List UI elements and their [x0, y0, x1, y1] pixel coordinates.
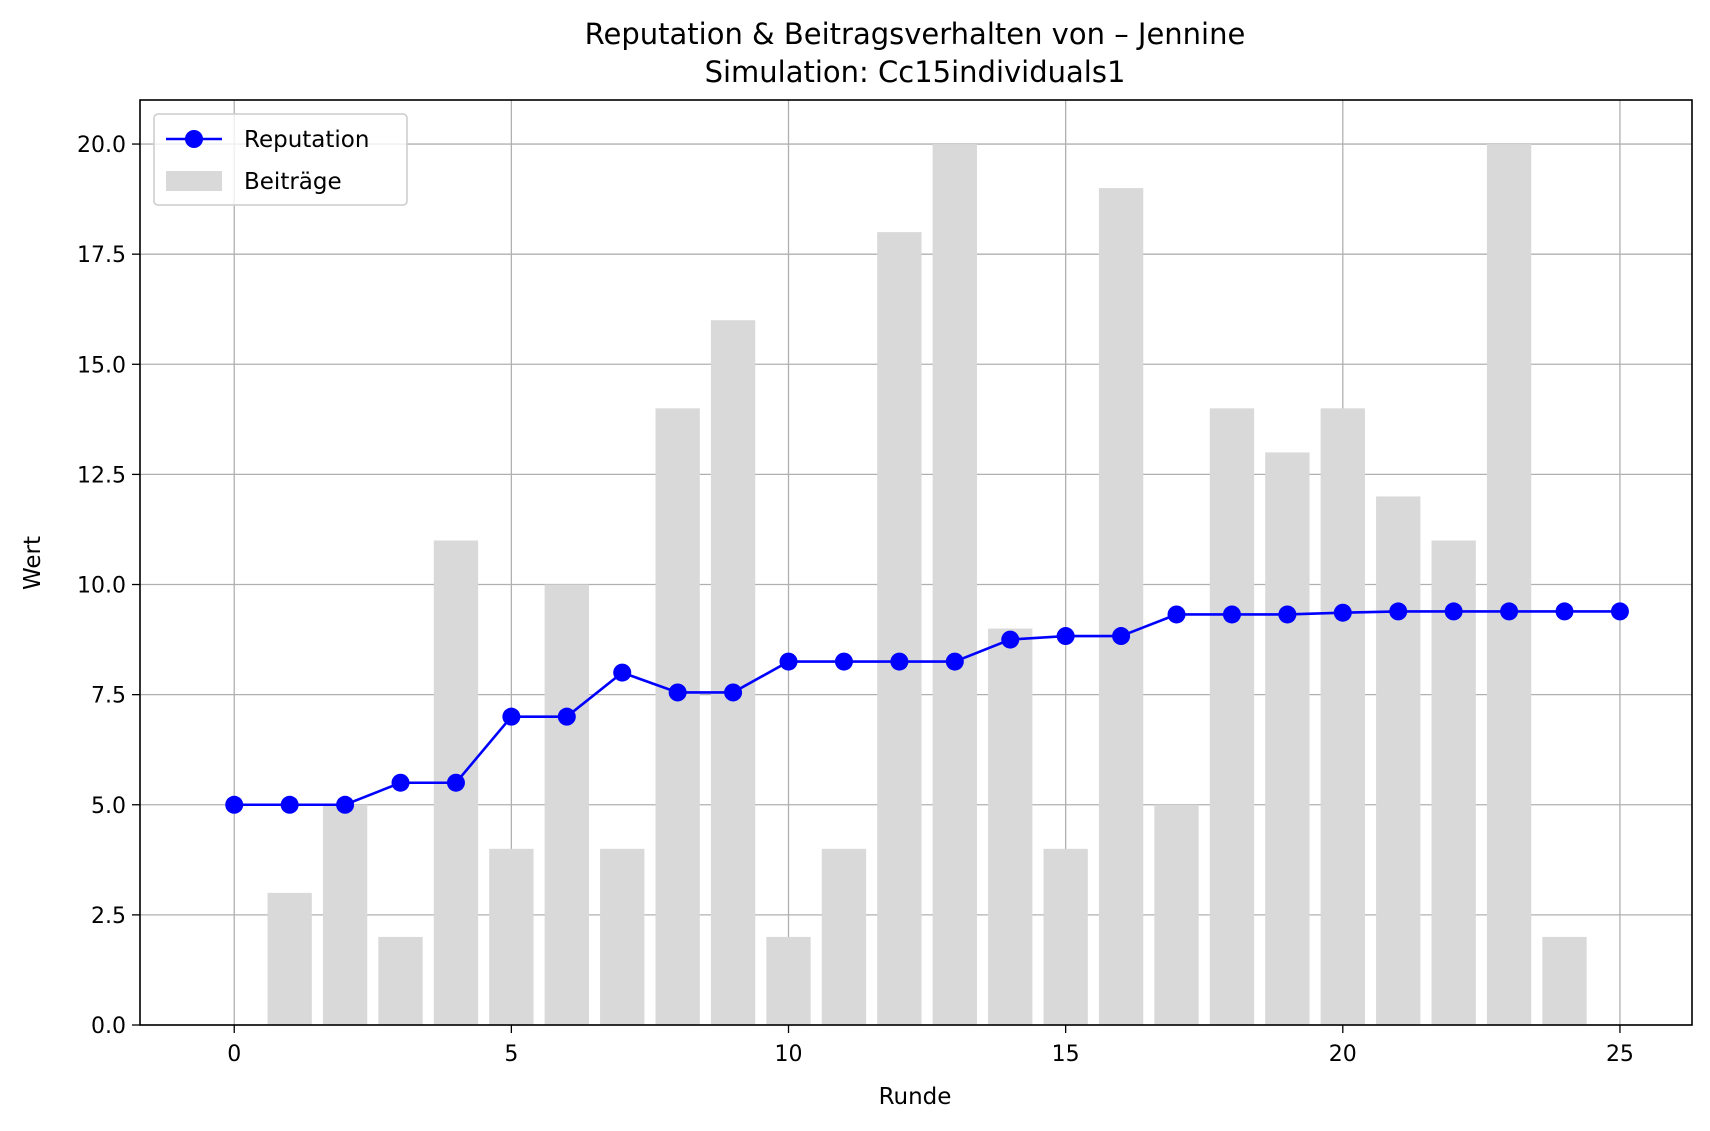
reputation-point [1555, 602, 1574, 621]
contribution-bar [1542, 936, 1587, 1025]
reputation-point [391, 773, 410, 792]
chart-title: Reputation & Beitragsverhalten von – Jen… [585, 17, 1246, 51]
reputation-point [1333, 603, 1352, 622]
legend-contributions-swatch [166, 171, 222, 191]
contribution-bar [1320, 408, 1365, 1025]
y-axis-label: Wert [20, 536, 46, 590]
contribution-bar [655, 408, 700, 1025]
y-tick-label: 17.5 [77, 243, 126, 268]
reputation-point [1610, 602, 1629, 621]
reputation-point [1278, 605, 1297, 624]
y-tick-label: 0.0 [91, 1014, 126, 1039]
reputation-point [1056, 627, 1075, 646]
reputation-point [779, 652, 798, 671]
legend-label-contributions: Beiträge [244, 169, 342, 195]
y-tick-label: 15.0 [77, 353, 126, 378]
contribution-bar [378, 936, 423, 1025]
reputation-point [280, 795, 299, 814]
reputation-point [336, 795, 355, 814]
contribution-bar [988, 628, 1033, 1025]
reputation-point [1444, 602, 1463, 621]
reputation-point [1001, 630, 1020, 649]
reputation-point [724, 683, 743, 702]
reputation-point [1222, 605, 1241, 624]
reputation-point [1389, 602, 1408, 621]
reputation-point [668, 683, 687, 702]
reputation-line-layer [225, 602, 1629, 814]
axis-ticks: 0 5 10 15 20 25 0.0 2.5 5.0 7.5 10.0 12.5 15.0 17.5 20… [77, 133, 1634, 1067]
x-tick-label: 15 [1052, 1042, 1080, 1067]
reputation-point [890, 652, 909, 671]
reputation-point [1500, 602, 1519, 621]
y-tick-label: 20.0 [77, 133, 126, 158]
x-tick-label: 25 [1606, 1042, 1634, 1067]
y-tick-label: 10.0 [77, 574, 126, 599]
reputation-point [1167, 605, 1186, 624]
chart-subtitle: Simulation: Cc15individuals1 [705, 55, 1126, 89]
contribution-bar [821, 848, 867, 1025]
reputation-point [557, 707, 576, 726]
contribution-bar [267, 892, 312, 1025]
legend: Reputation Beiträge [153, 113, 408, 206]
legend-label-reputation: Reputation [244, 127, 369, 153]
plot-frame [139, 99, 1693, 1026]
x-axis-label: Runde [879, 1084, 952, 1110]
contribution-bar [544, 584, 589, 1025]
y-tick-label: 12.5 [77, 463, 126, 488]
reputation-point [834, 652, 853, 671]
contribution-bar [1265, 452, 1310, 1025]
contribution-bar [1043, 848, 1088, 1025]
reputation-point [945, 652, 964, 671]
reputation-point [446, 773, 465, 792]
reputation-point [1112, 627, 1131, 646]
y-tick-label: 7.5 [91, 684, 126, 709]
contribution-bar [1486, 144, 1532, 1026]
x-tick-label: 0 [227, 1042, 241, 1067]
reputation-point [502, 707, 521, 726]
contribution-bar [1154, 804, 1199, 1025]
contribution-bar [1098, 188, 1144, 1026]
contribution-bar [1431, 540, 1476, 1025]
contribution-bar [322, 804, 368, 1025]
y-tick-label: 5.0 [91, 794, 126, 819]
x-tick-label: 5 [504, 1042, 518, 1067]
y-tick-label: 2.5 [91, 904, 126, 929]
contribution-bar [489, 848, 534, 1025]
reputation-point [225, 795, 244, 814]
contribution-bar [932, 144, 977, 1026]
reputation-point [613, 663, 632, 682]
legend-reputation-marker [185, 130, 203, 148]
contribution-bar [710, 320, 756, 1025]
x-tick-label: 20 [1329, 1042, 1357, 1067]
reputation-line [234, 610, 1620, 807]
x-tick-label: 10 [775, 1042, 803, 1067]
contribution-bar [877, 232, 922, 1026]
contribution-bar [600, 848, 645, 1025]
contribution-bar [1209, 408, 1255, 1025]
contribution-bar [766, 936, 811, 1025]
contribution-bar [1376, 496, 1421, 1025]
